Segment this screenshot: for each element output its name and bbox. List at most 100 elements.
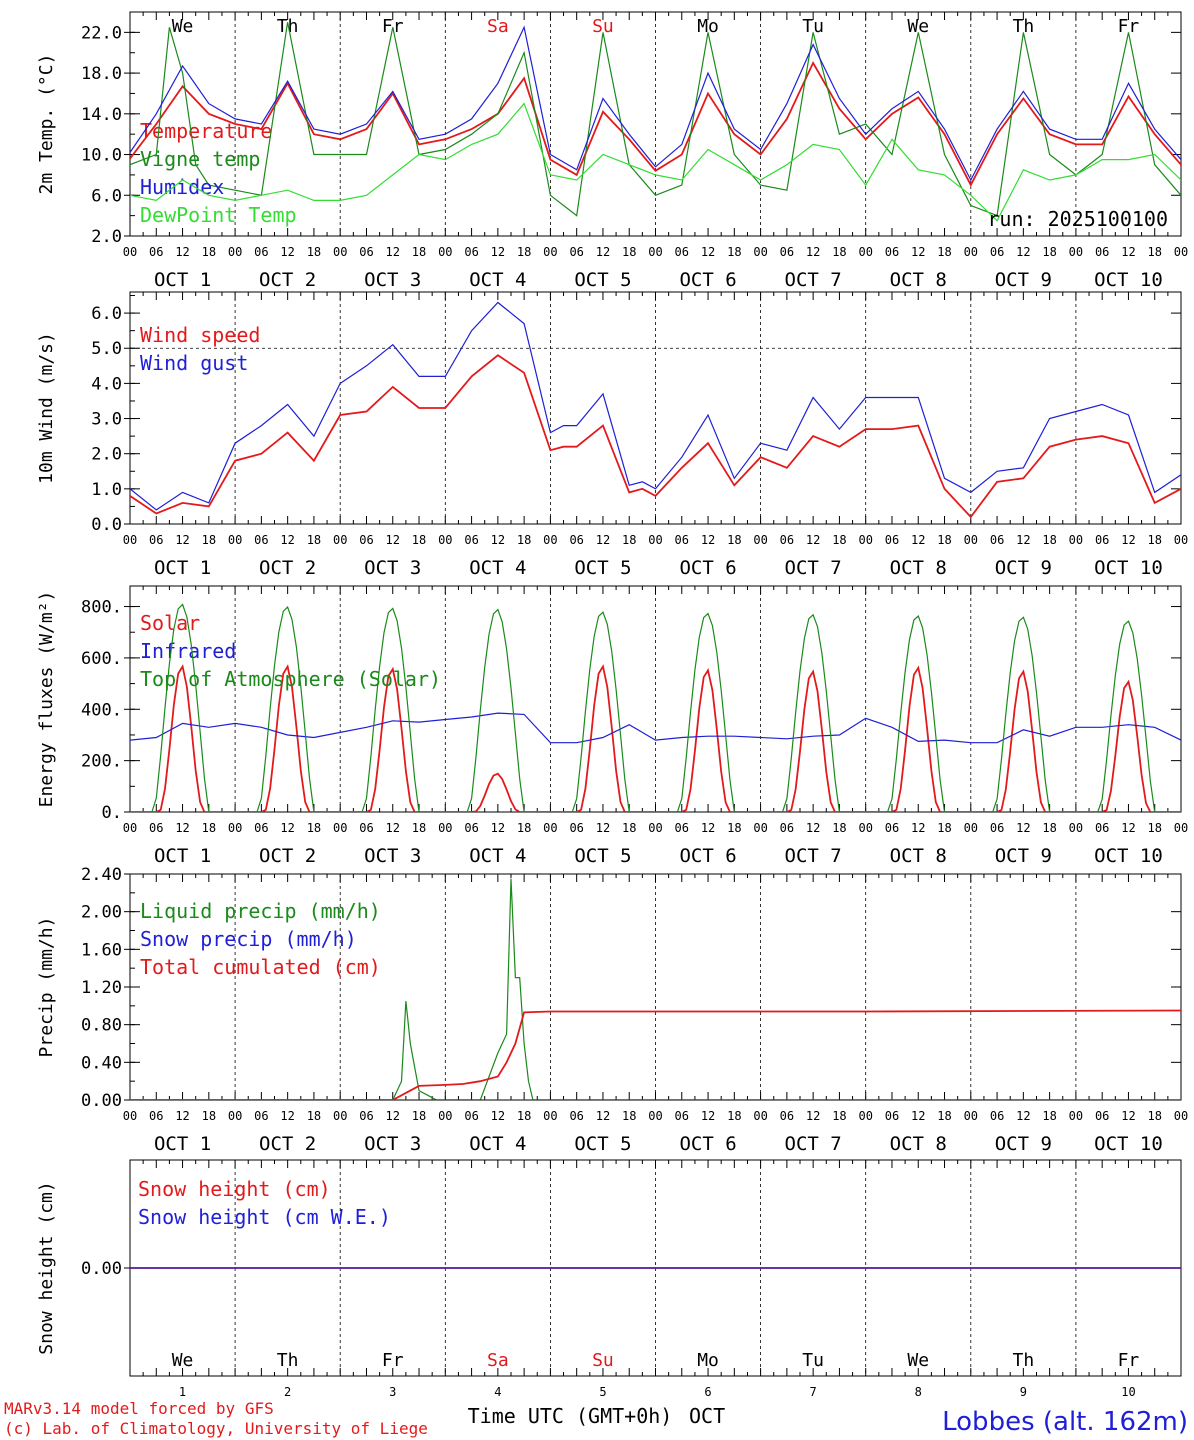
y-tick-label: 600. (81, 649, 122, 669)
hour-tick-label: 00 (543, 245, 557, 259)
hour-tick-label: 00 (1174, 533, 1188, 547)
date-label: OCT 8 (890, 845, 947, 867)
date-number: 4 (494, 1385, 501, 1399)
day-name: Fr (1118, 16, 1140, 37)
hour-tick-label: 00 (753, 245, 767, 259)
hour-tick-label: 18 (1147, 821, 1161, 835)
date-label: OCT 10 (1094, 269, 1163, 291)
hour-tick-label: 06 (569, 821, 583, 835)
hour-tick-label: 00 (228, 245, 242, 259)
y-tick-label: 400. (81, 700, 122, 720)
hour-tick-label: 18 (1147, 1109, 1161, 1123)
hour-tick-label: 00 (228, 821, 242, 835)
hour-tick-label: 00 (648, 821, 662, 835)
date-label: OCT 3 (364, 269, 421, 291)
series-line-temperature (130, 60, 1181, 188)
hour-tick-label: 18 (1042, 1109, 1056, 1123)
legend-entry: Liquid precip (mm/h) (140, 899, 381, 923)
hour-tick-label: 06 (780, 821, 794, 835)
hour-tick-label: 00 (228, 533, 242, 547)
hour-tick-label: 00 (1069, 1109, 1083, 1123)
hour-tick-label: 18 (937, 245, 951, 259)
hour-tick-label: 00 (123, 1109, 137, 1123)
hour-tick-label: 00 (333, 1109, 347, 1123)
date-number: 9 (1020, 1385, 1027, 1399)
hour-tick-label: 06 (464, 821, 478, 835)
y-tick-label: 22.0 (81, 23, 122, 43)
y-tick-label: 1.0 (91, 480, 122, 500)
hour-tick-label: 00 (438, 245, 452, 259)
hour-tick-label: 18 (832, 1109, 846, 1123)
hour-tick-label: 06 (254, 821, 268, 835)
legend-entry: Total cumulated (cm) (140, 955, 381, 979)
panel-snow: 0.00 Snow height (cm) We Th Fr Sa Su Mo Tu We Th Fr… (36, 1159, 1182, 1399)
date-label: OCT 2 (259, 557, 316, 579)
x-axis-label: Time UTC (GMT+0h) (468, 1404, 673, 1428)
legend-entry: Vigne temp (140, 147, 260, 171)
y-axis-label: Snow height (cm) (36, 1181, 57, 1354)
hour-tick-label: 06 (885, 245, 899, 259)
date-label: OCT 6 (679, 845, 736, 867)
hour-tick-label: 06 (149, 1109, 163, 1123)
hour-tick-label: 12 (386, 821, 400, 835)
day-name: Sa (487, 16, 509, 37)
hour-tick-label: 00 (648, 245, 662, 259)
hour-tick-label: 06 (780, 1109, 794, 1123)
date-label: OCT 5 (574, 269, 631, 291)
legend-entry: Snow precip (mm/h) (140, 927, 357, 951)
series-line-solar (130, 664, 1181, 812)
day-name: Th (277, 16, 299, 37)
date-number: 5 (599, 1385, 606, 1399)
hour-tick-label: 00 (964, 821, 978, 835)
y-tick-label: 0.80 (81, 1016, 122, 1036)
hour-tick-label: 18 (307, 245, 321, 259)
date-label: OCT 2 (259, 269, 316, 291)
hour-tick-label: 18 (412, 245, 426, 259)
hour-tick-label: 18 (937, 821, 951, 835)
series-line-wind-gust (130, 301, 1181, 511)
y-tick-label: 0. (102, 803, 122, 823)
hour-tick-label: 00 (1174, 1109, 1188, 1123)
series-line-total-cumulated-cm- (130, 1009, 1181, 1100)
date-label: OCT 5 (574, 1133, 631, 1155)
hour-tick-label: 06 (675, 1109, 689, 1123)
hour-tick-label: 00 (1069, 245, 1083, 259)
legend-entry: Solar (140, 611, 200, 635)
hour-tick-label: 12 (386, 533, 400, 547)
y-axis-label: 10m Wind (m/s) (36, 332, 57, 484)
date-label: OCT 7 (785, 1133, 842, 1155)
date-label: OCT 8 (890, 269, 947, 291)
hour-tick-label: 06 (990, 245, 1004, 259)
hour-tick-label: 00 (543, 821, 557, 835)
hour-tick-label: 06 (675, 821, 689, 835)
panel-energy: 0. 200. 400. 600. 800. Energy fluxes (W/m²) 00… (36, 585, 1188, 867)
hour-tick-label: 06 (885, 533, 899, 547)
hour-tick-label: 00 (964, 245, 978, 259)
hour-tick-label: 12 (1016, 533, 1030, 547)
hour-tick-label: 00 (753, 533, 767, 547)
hour-tick-label: 12 (175, 1109, 189, 1123)
hour-tick-label: 00 (333, 245, 347, 259)
hour-tick-label: 00 (753, 821, 767, 835)
date-number: 2 (284, 1385, 291, 1399)
hour-tick-label: 00 (753, 1109, 767, 1123)
date-label: OCT 9 (995, 845, 1052, 867)
day-name: Mo (697, 1350, 719, 1371)
hour-tick-label: 18 (517, 245, 531, 259)
x-axis-month: OCT (689, 1404, 725, 1428)
y-tick-label: 1.60 (81, 940, 122, 960)
hour-tick-label: 06 (569, 245, 583, 259)
y-tick-label: 200. (81, 752, 122, 772)
hour-tick-label: 06 (149, 821, 163, 835)
hour-tick-label: 12 (491, 1109, 505, 1123)
hour-tick-label: 00 (438, 821, 452, 835)
hour-tick-label: 12 (1121, 245, 1135, 259)
hour-tick-label: 12 (701, 1109, 715, 1123)
hour-tick-label: 18 (622, 245, 636, 259)
hour-tick-label: 12 (175, 245, 189, 259)
date-number: 8 (915, 1385, 922, 1399)
date-label: OCT 9 (995, 557, 1052, 579)
hour-tick-label: 18 (307, 821, 321, 835)
hour-tick-label: 06 (464, 245, 478, 259)
y-tick-label: 6.0 (91, 186, 122, 206)
